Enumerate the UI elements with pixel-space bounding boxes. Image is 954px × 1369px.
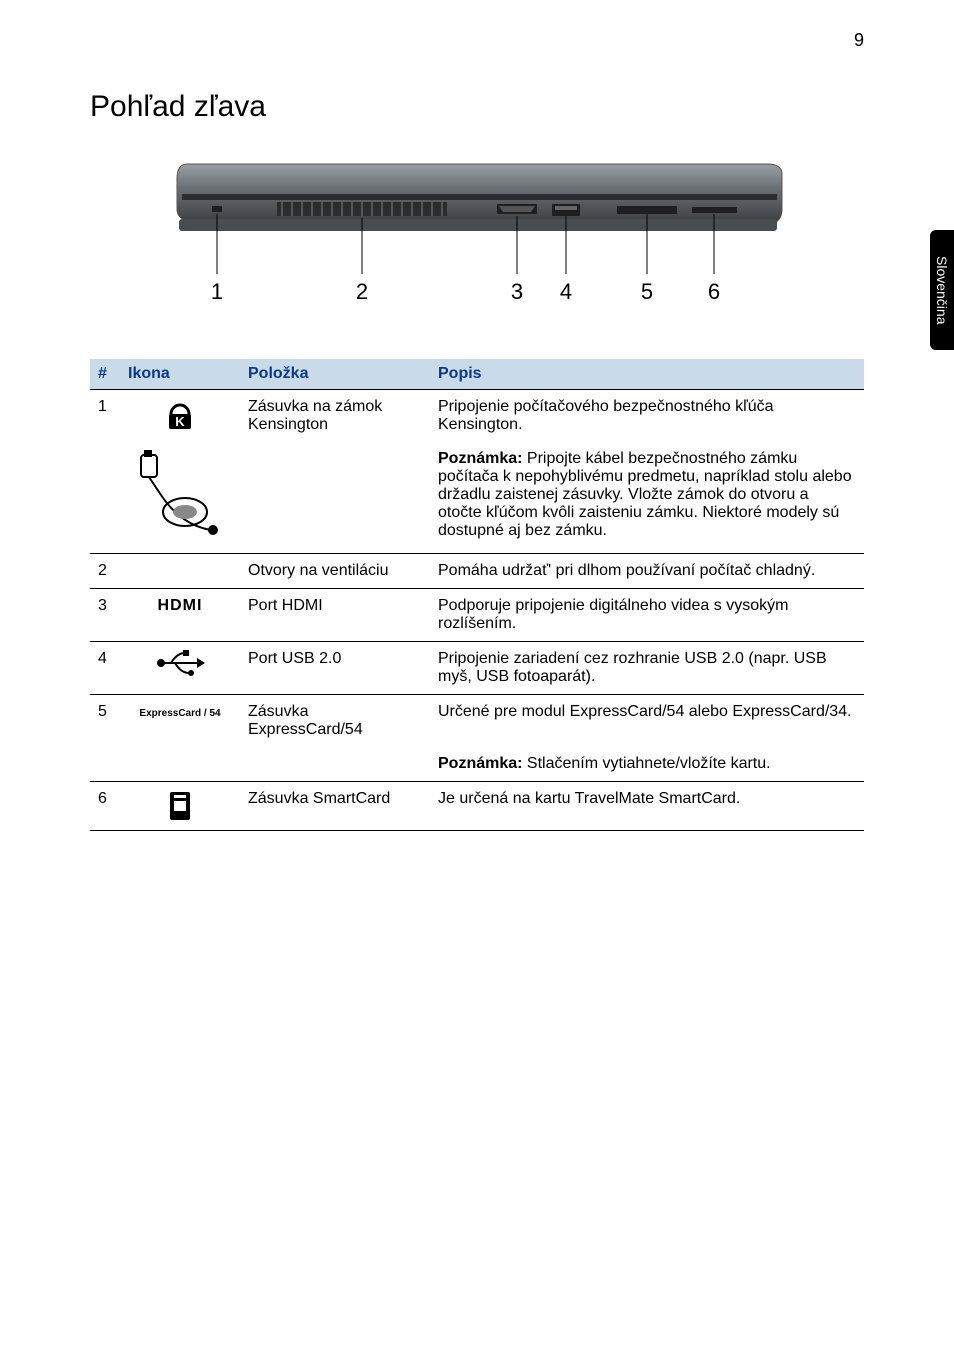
table-row: Poznámka: Pripojte kábel bezpečnostného …: [90, 442, 864, 554]
laptop-left-view-figure: 1 2 3 4 5 6: [90, 154, 864, 329]
col-icon: Ikona: [120, 359, 240, 390]
cell-num: 4: [90, 642, 120, 695]
expresscard-icon: ExpressCard / 54: [139, 708, 220, 719]
cell-desc-note: Poznámka: Pripojte kábel bezpečnostného …: [430, 442, 864, 554]
col-desc: Popis: [430, 359, 864, 390]
cell-item: Zásuvka SmartCard: [240, 782, 430, 831]
cell-icon: [120, 642, 240, 695]
table-row: 1 K Zásuvka na zámok Kensington Pripojen…: [90, 390, 864, 443]
cell-desc-note: Poznámka: Stlačením vytiahnete/vložíte k…: [430, 747, 864, 782]
cell-num: 5: [90, 695, 120, 748]
ports-table: # Ikona Položka Popis 1 K Zásuvka na zám…: [90, 359, 864, 831]
cell-desc: Pripojenie počítačového bezpečnostného k…: [430, 390, 864, 443]
table-row: 2 Otvory na ventiláciu Pomáha udržať' pr…: [90, 554, 864, 589]
note-label: Poznámka:: [438, 755, 522, 772]
page-number: 9: [854, 30, 864, 51]
cell-desc: Podporuje pripojenie digitálneho videa s…: [430, 589, 864, 642]
language-side-tab: Slovenčina: [930, 230, 954, 350]
col-item: Položka: [240, 359, 430, 390]
cell-item: Zásuvka na zámok Kensington: [240, 390, 430, 443]
cell-desc: Pomáha udržať' pri dlhom používaní počít…: [430, 554, 864, 589]
lock-cable-icon: [133, 450, 228, 545]
cell-item: Port USB 2.0: [240, 642, 430, 695]
page-container: 9 Slovenčina Pohľad zľava: [0, 0, 954, 891]
table-row: 5 ExpressCard / 54 Zásuvka ExpressCard/5…: [90, 695, 864, 748]
cell-icon-empty: [120, 554, 240, 589]
table-header-row: # Ikona Položka Popis: [90, 359, 864, 390]
col-num: #: [90, 359, 120, 390]
cell-icon: [120, 782, 240, 831]
cell-icon: HDMI: [120, 589, 240, 642]
cell-num: 6: [90, 782, 120, 831]
callout-6: 6: [708, 279, 720, 304]
hdmi-icon: HDMI: [158, 597, 203, 614]
callout-2: 2: [356, 279, 368, 304]
cell-desc: Je určená na kartu TravelMate SmartCard.: [430, 782, 864, 831]
vent-grille: [277, 202, 447, 216]
cell-num: 1: [90, 390, 120, 443]
cell-icon: [120, 442, 240, 554]
cell-icon: K: [120, 390, 240, 443]
table-row: Poznámka: Stlačením vytiahnete/vložíte k…: [90, 747, 864, 782]
cell-item: Zásuvka ExpressCard/54: [240, 695, 430, 748]
cell-item: Otvory na ventiláciu: [240, 554, 430, 589]
cell-desc: Pripojenie zariadení cez rozhranie USB 2…: [430, 642, 864, 695]
table-row: 4 Port USB 2.0 Pripojenie zariadení cez …: [90, 642, 864, 695]
kensington-lock-icon: K: [163, 398, 197, 432]
cell-icon-empty: [120, 747, 240, 782]
note-label: Poznámka:: [438, 450, 522, 467]
cell-num: 2: [90, 554, 120, 589]
section-title: Pohľad zľava: [90, 90, 864, 124]
cell-item: Port HDMI: [240, 589, 430, 642]
usb-icon: [155, 650, 205, 676]
cell-icon: ExpressCard / 54: [120, 695, 240, 748]
cell-num-empty: [90, 442, 120, 554]
laptop-left-svg: 1 2 3 4 5 6: [167, 154, 787, 324]
cell-item-empty: [240, 442, 430, 554]
svg-text:K: K: [175, 414, 185, 429]
callout-5: 5: [641, 279, 653, 304]
cell-num-empty: [90, 747, 120, 782]
smartcard-icon: [167, 790, 193, 822]
note-text: Stlačením vytiahnete/vložíte kartu.: [522, 755, 770, 772]
table-row: 3 HDMI Port HDMI Podporuje pripojenie di…: [90, 589, 864, 642]
cell-desc: Určené pre modul ExpressCard/54 alebo Ex…: [430, 695, 864, 748]
callout-4: 4: [560, 279, 572, 304]
cell-num: 3: [90, 589, 120, 642]
callout-1: 1: [211, 279, 223, 304]
callout-3: 3: [511, 279, 523, 304]
cell-item-empty: [240, 747, 430, 782]
table-row: 6 Zásuvka SmartCard Je určená na kartu T…: [90, 782, 864, 831]
